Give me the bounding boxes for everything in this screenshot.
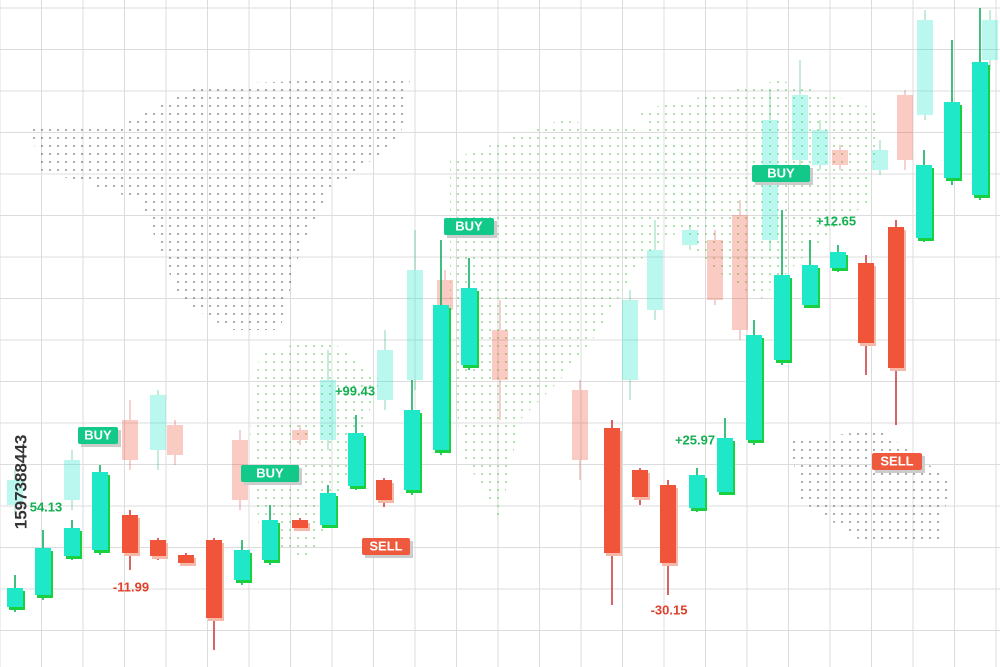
candle-body bbox=[972, 62, 988, 195]
candle-body bbox=[604, 428, 620, 553]
candle-body bbox=[404, 410, 420, 490]
tag bbox=[78, 427, 118, 444]
gain-label: +12.65 bbox=[816, 213, 856, 228]
candle-body bbox=[150, 540, 166, 556]
labels: BUY BUY BUY BUY SELL SELL 54.13 +99.43 +25.97 +12… bbox=[30, 165, 925, 617]
candle-body bbox=[92, 472, 108, 550]
candle-body bbox=[632, 470, 648, 497]
candle-body bbox=[461, 288, 477, 365]
tag bbox=[362, 538, 410, 555]
candle-body bbox=[167, 425, 183, 455]
candle-body bbox=[206, 540, 222, 618]
watermark: 1597388443 bbox=[11, 435, 30, 530]
tag-label: BUY bbox=[256, 465, 284, 480]
candle-body bbox=[377, 350, 393, 400]
candle-body bbox=[292, 430, 308, 440]
tag-label: BUY bbox=[455, 218, 483, 233]
gain-label: 54.13 bbox=[30, 499, 63, 514]
dot-map bbox=[30, 80, 950, 560]
candle-body bbox=[320, 380, 336, 440]
candle-body bbox=[64, 460, 80, 500]
candle-body bbox=[802, 265, 818, 305]
candle-body bbox=[178, 555, 194, 563]
candle-body bbox=[572, 390, 588, 460]
candle-body bbox=[647, 250, 663, 310]
candle-body bbox=[872, 150, 888, 170]
tag-label: SELL bbox=[369, 538, 402, 553]
candle-body bbox=[707, 240, 723, 300]
candle-body bbox=[348, 433, 364, 486]
gain-label: +99.43 bbox=[335, 383, 375, 398]
candle-body bbox=[944, 102, 960, 178]
candle-body bbox=[234, 550, 250, 580]
candle-body bbox=[292, 520, 308, 528]
candle-body bbox=[897, 95, 913, 160]
gain-label: +25.97 bbox=[675, 432, 715, 447]
candle-body bbox=[812, 130, 828, 165]
candle-body bbox=[982, 20, 998, 60]
candle-body bbox=[262, 520, 278, 560]
candle-body bbox=[622, 300, 638, 380]
candle-body bbox=[35, 548, 51, 595]
tag bbox=[241, 465, 299, 482]
tag-label: SELL bbox=[880, 453, 913, 468]
candle-body bbox=[689, 475, 705, 508]
tag bbox=[444, 218, 494, 235]
candle-body bbox=[917, 20, 933, 115]
candle-body bbox=[122, 515, 138, 553]
candle-body bbox=[492, 330, 508, 380]
tag-label: BUY bbox=[84, 427, 112, 442]
candle-body bbox=[916, 165, 932, 238]
tag bbox=[752, 165, 810, 182]
candle-body bbox=[746, 335, 762, 440]
tag-label: BUY bbox=[767, 165, 795, 180]
candle-body bbox=[717, 438, 733, 492]
candle-body bbox=[830, 252, 846, 268]
candle-body bbox=[320, 493, 336, 525]
loss-label: -11.99 bbox=[113, 579, 149, 594]
candle-body bbox=[888, 227, 904, 368]
candle-body bbox=[792, 95, 808, 160]
candle-body bbox=[682, 230, 698, 245]
candle-body bbox=[64, 528, 80, 556]
candle-body bbox=[732, 215, 748, 330]
candle-body bbox=[433, 305, 449, 450]
candle-body bbox=[660, 485, 676, 563]
tag bbox=[872, 453, 922, 470]
background-candles bbox=[7, 10, 998, 515]
candle-body bbox=[858, 263, 874, 343]
candle-body bbox=[150, 395, 166, 450]
candle-body bbox=[122, 420, 138, 460]
loss-label: -30.15 bbox=[651, 602, 688, 617]
candle-body bbox=[407, 270, 423, 380]
candle-body bbox=[774, 275, 790, 360]
candles bbox=[7, 8, 990, 650]
candle-body bbox=[376, 480, 392, 500]
candle-body bbox=[7, 588, 23, 607]
candle-body bbox=[832, 150, 848, 165]
candle-body bbox=[7, 480, 23, 505]
